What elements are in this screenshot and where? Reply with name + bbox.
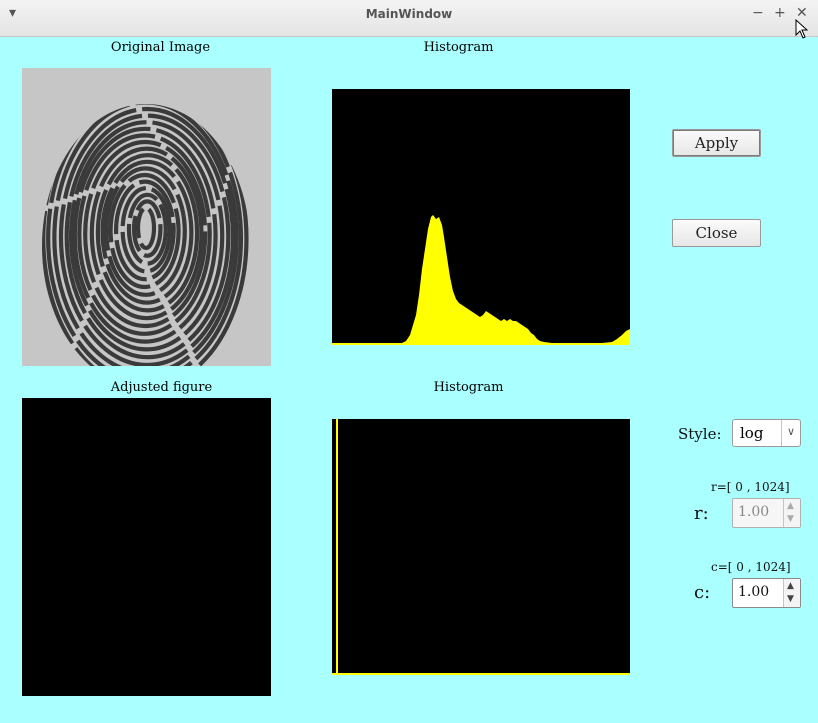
r-spin-down-icon[interactable]: ▼ [787,514,794,524]
minimize-icon[interactable]: − [752,5,764,21]
fingerprint-image [22,68,271,366]
c-value: 1.00 [738,584,770,600]
c-spinbox[interactable]: 1.00 ▲ ▼ [732,578,801,608]
style-label: Style: [678,425,722,443]
adjusted-figure-view [22,398,271,696]
c-label: c: [694,582,711,603]
r-label: r: [694,503,709,524]
histogram-bottom-baseline [332,673,630,675]
histogram-top-view [332,89,630,345]
r-spin-up-icon[interactable]: ▲ [787,501,794,511]
chevron-down-icon: ∨ [781,420,800,446]
histogram-top-area [332,215,630,345]
style-select[interactable]: log ∨ [732,419,801,447]
style-select-value: log [740,424,764,442]
window-title: MainWindow [365,7,453,21]
histogram-bottom-caption: Histogram [433,380,504,395]
title-bar: ▾ MainWindow − + ✕ [0,0,818,37]
maximize-icon[interactable]: + [774,5,786,21]
window-menu-chevron-down-icon[interactable]: ▾ [9,5,17,21]
histogram-bottom-view [332,419,630,675]
histogram-bottom-bar [336,419,338,675]
adjusted-figure-caption: Adjusted figure [110,380,213,395]
c-spin-up-icon[interactable]: ▲ [787,581,794,591]
histogram-bottom-chart [332,419,630,675]
apply-button[interactable]: Apply [672,129,761,157]
original-image-caption: Original Image [110,40,211,55]
histogram-top-chart [332,215,630,345]
c-range-label: c=[ 0 , 1024] [711,560,791,574]
r-range-label: r=[ 0 , 1024] [711,480,790,494]
cursor-icon [795,19,809,39]
histogram-top-caption: Histogram [423,40,494,55]
r-value: 1.00 [738,504,770,520]
close-icon[interactable]: ✕ [796,5,808,21]
original-image-view [22,68,271,366]
r-spinbox[interactable]: 1.00 ▲ ▼ [732,498,801,528]
c-spin-down-icon[interactable]: ▼ [787,594,794,604]
close-button[interactable]: Close [672,219,761,247]
